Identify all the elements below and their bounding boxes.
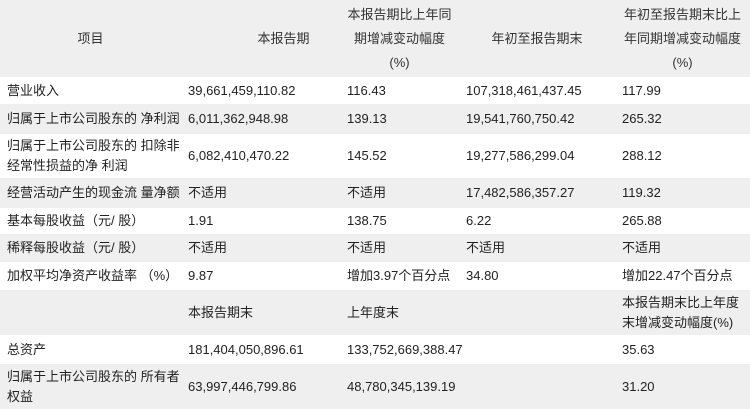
- cell: 265.32: [615, 104, 750, 134]
- cell: 增加3.97个百分点: [340, 262, 459, 290]
- row-label: 营业收入: [0, 77, 181, 104]
- cell: 288.12: [615, 134, 750, 178]
- row-label: 经营活动产生的现金流 量净额: [0, 178, 181, 208]
- cell: 63,997,446,799.86: [181, 364, 340, 409]
- header-cell: 年初至报告期末: [459, 0, 615, 77]
- cell: 116.43: [340, 77, 459, 104]
- subheader-cell: [459, 290, 615, 335]
- cell: 133,752,669,388.47: [340, 335, 463, 364]
- cell: 6,011,362,948.98: [181, 104, 340, 134]
- table-row: 稀释每股收益（元/ 股） 不适用 不适用 不适用 不适用: [0, 234, 750, 262]
- cell: 265.88: [615, 208, 750, 234]
- cell: 107,318,461,437.45: [459, 77, 615, 104]
- cell: 19,277,586,299.04: [459, 134, 615, 178]
- cell: 不适用: [181, 178, 340, 208]
- cell: 17,482,586,357.27: [459, 178, 615, 208]
- cell: 34.80: [459, 262, 615, 290]
- cell: 138.75: [340, 208, 459, 234]
- header-cell: 本报告期: [181, 0, 340, 77]
- table-row: 基本每股收益（元/ 股） 1.91 138.75 6.22 265.88: [0, 208, 750, 234]
- cell: 9.87: [181, 262, 340, 290]
- table-row: 总资产 181,404,050,896.61 133,752,669,388.47 3…: [0, 335, 750, 364]
- cell: 181,404,050,896.61: [181, 335, 340, 364]
- cell: 不适用: [181, 234, 340, 262]
- table-row: 营业收入 39,661,459,110.82 116.43 107,318,461,4…: [0, 77, 750, 104]
- cell: 6,082,410,470.22: [181, 134, 340, 178]
- row-label: 总资产: [0, 335, 181, 364]
- row-label: 基本每股收益（元/ 股）: [0, 208, 181, 234]
- table-row: 加权平均净资产收益率 （%） 9.87 增加3.97个百分点 34.80 增加22.47…: [0, 262, 750, 290]
- header-cell: 年初至报告期末比上年同期增减变动幅度(%): [615, 0, 750, 77]
- header-cell: 项目: [0, 0, 181, 77]
- row-label: 稀释每股收益（元/ 股）: [0, 234, 181, 262]
- row-label: 归属于上市公司股东的 所有者权益: [0, 364, 181, 409]
- subheader-cell: 本报告期末比上年度末增减变动幅度(%): [615, 290, 750, 335]
- table-row: 归属于上市公司股东的 扣除非经常性损益的净 利润 6,082,410,470.22…: [0, 134, 750, 178]
- table-subheader-row: 本报告期末 上年度末 本报告期末比上年度末增减变动幅度(%): [0, 290, 750, 335]
- cell: 不适用: [459, 234, 615, 262]
- cell: 48,780,345,139.19: [340, 364, 459, 409]
- cell: 31.20: [615, 364, 750, 409]
- table-header-row: 项目 本报告期 本报告期比上年同期增减变动幅度(%) 年初至报告期末 年初至报告…: [0, 0, 750, 77]
- cell: 35.63: [615, 335, 750, 364]
- cell: [459, 335, 615, 364]
- cell: 不适用: [615, 234, 750, 262]
- cell: 145.52: [340, 134, 459, 178]
- cell: 1.91: [181, 208, 340, 234]
- cell: 139.13: [340, 104, 459, 134]
- cell: 119.32: [615, 178, 750, 208]
- cell: 增加22.47个百分点: [615, 262, 750, 290]
- cell: 117.99: [615, 77, 750, 104]
- table-row: 归属于上市公司股东的 所有者权益 63,997,446,799.86 48,780,…: [0, 364, 750, 409]
- table-row: 归属于上市公司股东的 净利润 6,011,362,948.98 139.13 19,5…: [0, 104, 750, 134]
- row-label: 加权平均净资产收益率 （%）: [0, 262, 181, 290]
- row-label: 归属于上市公司股东的 扣除非经常性损益的净 利润: [0, 134, 181, 178]
- header-cell: 本报告期比上年同期增减变动幅度(%): [340, 0, 459, 77]
- subheader-cell: 上年度末: [340, 290, 459, 335]
- row-label: 归属于上市公司股东的 净利润: [0, 104, 181, 134]
- table-row: 经营活动产生的现金流 量净额 不适用 不适用 17,482,586,357.27 119…: [0, 178, 750, 208]
- cell: [459, 364, 615, 409]
- subheader-cell: 本报告期末: [181, 290, 340, 335]
- cell: 39,661,459,110.82: [181, 77, 340, 104]
- cell: 19,541,760,750.42: [459, 104, 615, 134]
- cell: 6.22: [459, 208, 615, 234]
- cell: 不适用: [340, 178, 459, 208]
- subheader-cell: [0, 290, 181, 335]
- cell: 不适用: [340, 234, 459, 262]
